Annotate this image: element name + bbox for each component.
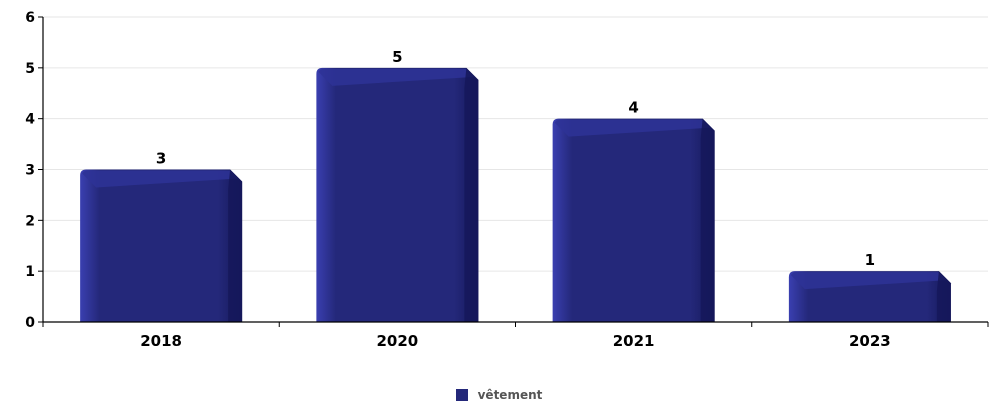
legend: vêtement (0, 388, 998, 402)
x-tick-label: 2023 (849, 332, 891, 350)
bar-top-face (82, 170, 239, 188)
bars (80, 67, 951, 323)
legend-label: vêtement (477, 388, 543, 402)
bar (316, 67, 479, 322)
axes (38, 16, 989, 327)
bar (788, 271, 951, 322)
bar-body (80, 169, 243, 322)
y-tick-label: 2 (25, 213, 35, 229)
data-label: 1 (865, 251, 875, 269)
bar-side-face (936, 271, 951, 322)
x-tick-label: 2021 (613, 332, 655, 350)
data-label: 3 (156, 150, 166, 168)
bar-body (552, 118, 715, 323)
bar (80, 169, 243, 322)
legend-swatch (455, 389, 468, 401)
bar-top-face (554, 119, 711, 137)
data-label: 4 (628, 99, 638, 117)
bar-body (316, 67, 479, 322)
y-tick-label: 3 (25, 163, 35, 179)
bar-side-face (464, 67, 479, 322)
y-tick-label: 5 (25, 61, 35, 77)
bar (552, 118, 715, 323)
y-tick-label: 6 (25, 10, 35, 26)
x-tick-label: 2018 (140, 332, 182, 350)
labels: 0 1 2 3 4 5 6 3 2018 5 2020 4 2021 1 2023 (25, 10, 891, 350)
bar-side-face (700, 118, 715, 323)
bar-top-face (790, 272, 947, 290)
bar-top-face (318, 68, 475, 86)
y-tick-label: 4 (25, 112, 35, 128)
bar-side-face (228, 169, 243, 322)
y-tick-label: 1 (25, 264, 35, 280)
y-tick-label: 0 (25, 315, 35, 331)
data-label: 5 (392, 48, 402, 66)
bar-chart: 0 1 2 3 4 5 6 3 2018 5 2020 4 2021 1 2023 (25, 10, 989, 350)
x-tick-label: 2020 (377, 332, 419, 350)
